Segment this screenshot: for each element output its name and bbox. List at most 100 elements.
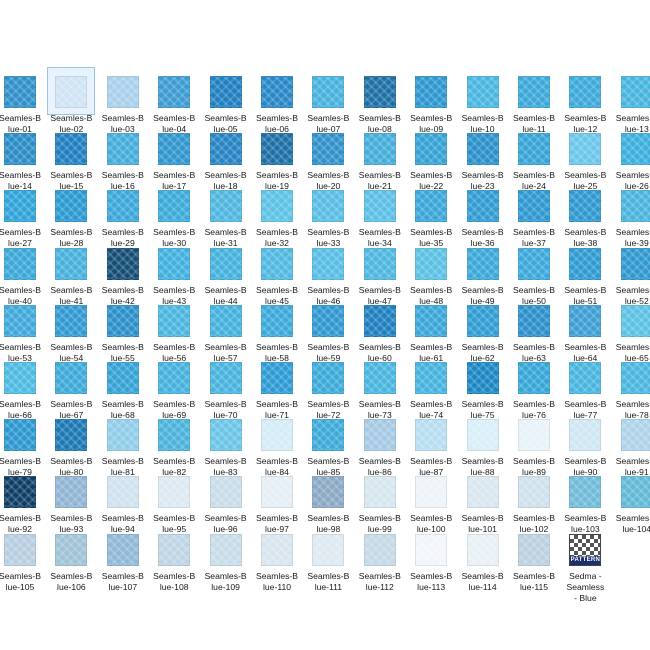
file-item[interactable]: Seamles-B lue-07 xyxy=(304,68,352,134)
file-item[interactable]: Seamles-B lue-26 xyxy=(613,125,650,191)
file-item[interactable]: Seamles-B lue-87 xyxy=(407,411,455,477)
file-item[interactable]: Seamles-B lue-67 xyxy=(47,354,95,420)
file-item[interactable]: Seamles-B lue-29 xyxy=(99,182,147,248)
file-item[interactable]: Seamles-B lue-59 xyxy=(304,297,352,363)
file-item[interactable]: Seamles-B lue-62 xyxy=(459,297,507,363)
file-item[interactable]: Seamles-B lue-65 xyxy=(613,297,650,363)
file-item[interactable]: Seamles-B lue-30 xyxy=(150,182,198,248)
file-item[interactable]: Seamles-B lue-34 xyxy=(356,182,404,248)
file-item[interactable]: Seamles-B lue-77 xyxy=(561,354,609,420)
file-item[interactable]: Seamles-B lue-73 xyxy=(356,354,404,420)
file-item[interactable]: Seamles-B lue-19 xyxy=(253,125,301,191)
file-item[interactable]: Seamles-B lue-109 xyxy=(202,526,250,592)
file-item[interactable]: Seamles-B lue-46 xyxy=(304,240,352,306)
file-item[interactable]: Seamles-B lue-51 xyxy=(561,240,609,306)
file-item[interactable]: Seamles-B lue-21 xyxy=(356,125,404,191)
file-item[interactable]: Seamles-B lue-06 xyxy=(253,68,301,134)
file-item[interactable]: Seamles-B lue-25 xyxy=(561,125,609,191)
file-item[interactable]: Seamles-B lue-80 xyxy=(47,411,95,477)
file-item[interactable]: Seamles-B lue-61 xyxy=(407,297,455,363)
file-item[interactable]: Seamles-B lue-24 xyxy=(510,125,558,191)
file-item[interactable]: Seamles-B lue-52 xyxy=(613,240,650,306)
file-item[interactable]: Seamles-B lue-23 xyxy=(459,125,507,191)
file-item[interactable]: Seamles-B lue-36 xyxy=(459,182,507,248)
file-item[interactable]: Seamles-B lue-50 xyxy=(510,240,558,306)
file-item[interactable]: Seamles-B lue-57 xyxy=(202,297,250,363)
pattern-file-item[interactable]: PATTERN Sedma - Seamless - Blue xyxy=(561,526,609,603)
file-item[interactable]: Seamles-B lue-39 xyxy=(613,182,650,248)
file-item[interactable]: Seamles-B lue-96 xyxy=(202,468,250,534)
file-item[interactable]: Seamles-B lue-103 xyxy=(561,468,609,534)
file-item[interactable]: Seamles-B lue-53 xyxy=(0,297,44,363)
file-item[interactable]: Seamles-B lue-20 xyxy=(304,125,352,191)
file-item[interactable]: Seamles-B lue-27 xyxy=(0,182,44,248)
file-item[interactable]: Seamles-B lue-86 xyxy=(356,411,404,477)
file-item[interactable]: Seamles-B lue-37 xyxy=(510,182,558,248)
file-item[interactable]: Seamles-B lue-05 xyxy=(202,68,250,134)
file-item[interactable]: Seamles-B lue-04 xyxy=(150,68,198,134)
file-item[interactable]: Seamles-B lue-33 xyxy=(304,182,352,248)
file-item[interactable]: Seamles-B lue-81 xyxy=(99,411,147,477)
file-item[interactable]: Seamles-B lue-42 xyxy=(99,240,147,306)
file-item[interactable]: Seamles-B lue-112 xyxy=(356,526,404,592)
file-item[interactable]: Seamles-B lue-69 xyxy=(150,354,198,420)
file-item[interactable]: Seamles-B lue-95 xyxy=(150,468,198,534)
file-item[interactable]: Seamles-B lue-14 xyxy=(0,125,44,191)
file-item[interactable]: Seamles-B lue-01 xyxy=(0,68,44,134)
file-item[interactable]: Seamles-B lue-88 xyxy=(459,411,507,477)
file-item[interactable]: Seamles-B lue-74 xyxy=(407,354,455,420)
file-item[interactable]: Seamles-B lue-115 xyxy=(510,526,558,592)
file-item[interactable]: Seamles-B lue-48 xyxy=(407,240,455,306)
file-item[interactable]: Seamles-B lue-114 xyxy=(459,526,507,592)
file-item[interactable]: Seamles-B lue-31 xyxy=(202,182,250,248)
file-item[interactable]: Seamles-B lue-91 xyxy=(613,411,650,477)
file-item[interactable]: Seamles-B lue-92 xyxy=(0,468,44,534)
file-item[interactable]: Seamles-B lue-76 xyxy=(510,354,558,420)
file-item[interactable]: Seamles-B lue-10 xyxy=(459,68,507,134)
file-item[interactable]: Seamles-B lue-98 xyxy=(304,468,352,534)
file-item[interactable]: Seamles-B lue-100 xyxy=(407,468,455,534)
file-item[interactable]: Seamles-B lue-107 xyxy=(99,526,147,592)
file-item[interactable]: Seamles-B lue-90 xyxy=(561,411,609,477)
file-item[interactable]: Seamles-B lue-97 xyxy=(253,468,301,534)
file-item[interactable]: Seamles-B lue-03 xyxy=(99,68,147,134)
file-item[interactable]: Seamles-B lue-79 xyxy=(0,411,44,477)
file-item[interactable]: Seamles-B lue-75 xyxy=(459,354,507,420)
file-item[interactable]: Seamles-B lue-63 xyxy=(510,297,558,363)
file-item[interactable]: Seamles-B lue-54 xyxy=(47,297,95,363)
file-item[interactable]: Seamles-B lue-68 xyxy=(99,354,147,420)
file-item[interactable]: Seamles-B lue-72 xyxy=(304,354,352,420)
file-item[interactable]: Seamles-B lue-41 xyxy=(47,240,95,306)
file-item[interactable]: Seamles-B lue-94 xyxy=(99,468,147,534)
file-item[interactable]: Seamles-B lue-58 xyxy=(253,297,301,363)
file-item[interactable]: Seamles-B lue-101 xyxy=(459,468,507,534)
file-item[interactable]: Seamles-B lue-111 xyxy=(304,526,352,592)
file-item[interactable]: Seamles-B lue-16 xyxy=(99,125,147,191)
file-item[interactable]: Seamles-B lue-104 xyxy=(613,468,650,534)
file-item[interactable]: Seamles-B lue-78 xyxy=(613,354,650,420)
file-item[interactable]: Seamles-B lue-08 xyxy=(356,68,404,134)
file-item[interactable]: Seamles-B lue-70 xyxy=(202,354,250,420)
file-item[interactable]: Seamles-B lue-45 xyxy=(253,240,301,306)
file-item[interactable]: Seamles-B lue-66 xyxy=(0,354,44,420)
file-item[interactable]: Seamles-B lue-99 xyxy=(356,468,404,534)
file-item[interactable]: Seamles-B lue-108 xyxy=(150,526,198,592)
file-item[interactable]: Seamles-B lue-09 xyxy=(407,68,455,134)
file-item[interactable]: Seamles-B lue-113 xyxy=(407,526,455,592)
file-item[interactable]: Seamles-B lue-40 xyxy=(0,240,44,306)
file-item[interactable]: Seamles-B lue-60 xyxy=(356,297,404,363)
file-item[interactable]: Seamles-B lue-02 xyxy=(47,67,96,134)
file-item[interactable]: Seamles-B lue-102 xyxy=(510,468,558,534)
file-item[interactable]: Seamles-B lue-44 xyxy=(202,240,250,306)
file-item[interactable]: Seamles-B lue-82 xyxy=(150,411,198,477)
file-item[interactable]: Seamles-B lue-13 xyxy=(613,68,650,134)
file-item[interactable]: Seamles-B lue-105 xyxy=(0,526,44,592)
file-item[interactable]: Seamles-B lue-89 xyxy=(510,411,558,477)
file-item[interactable]: Seamles-B lue-71 xyxy=(253,354,301,420)
file-item[interactable]: Seamles-B lue-64 xyxy=(561,297,609,363)
file-item[interactable]: Seamles-B lue-56 xyxy=(150,297,198,363)
file-item[interactable]: Seamles-B lue-15 xyxy=(47,125,95,191)
file-item[interactable]: Seamles-B lue-106 xyxy=(47,526,95,592)
file-item[interactable]: Seamles-B lue-93 xyxy=(47,468,95,534)
file-item[interactable]: Seamles-B lue-17 xyxy=(150,125,198,191)
